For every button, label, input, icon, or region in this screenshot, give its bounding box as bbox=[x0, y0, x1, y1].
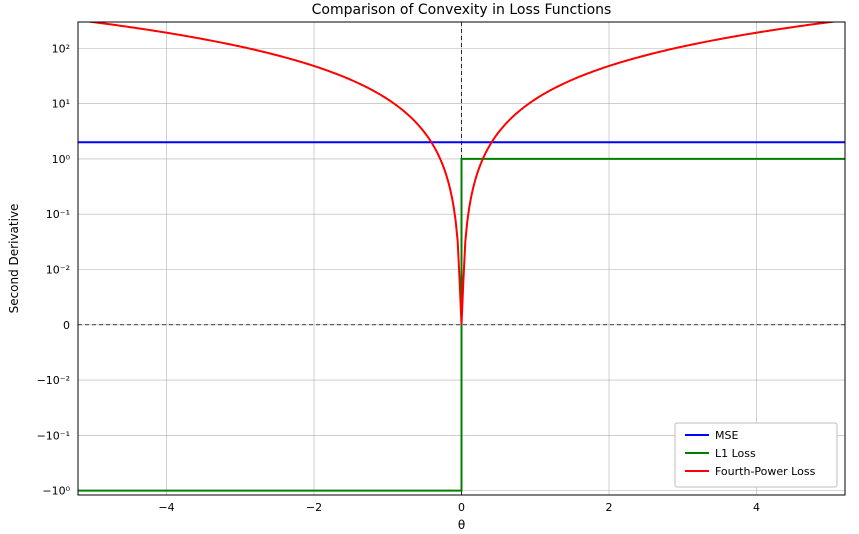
y-tick-label: −10⁻¹ bbox=[37, 429, 70, 442]
legend-label: MSE bbox=[715, 429, 738, 442]
x-tick-label: 4 bbox=[753, 501, 760, 514]
legend: MSE L1 Loss Fourth-Power Loss bbox=[675, 423, 837, 487]
x-tick-label: −2 bbox=[306, 501, 322, 514]
y-tick-label: 10¹ bbox=[52, 98, 70, 111]
convexity-chart: −4 −2 0 2 4 10⁻² 10⁻¹ 10⁰ 10¹ 10² 0 −10⁻² −10⁻¹ −10⁰ M… bbox=[0, 0, 859, 534]
x-axis-label: θ bbox=[458, 518, 465, 532]
y-tick-label: 0 bbox=[63, 319, 70, 332]
y-tick-label: 10⁰ bbox=[52, 153, 71, 166]
x-tick-label: −4 bbox=[158, 501, 174, 514]
y-tick-label: −10⁻² bbox=[37, 374, 70, 387]
y-tick-label: −10⁰ bbox=[42, 485, 70, 498]
y-tick-label: 10⁻¹ bbox=[46, 208, 70, 221]
x-tick-label: 2 bbox=[606, 501, 613, 514]
legend-label: L1 Loss bbox=[715, 447, 756, 460]
x-tick-label: 0 bbox=[458, 501, 465, 514]
y-axis-label: Second Derivative bbox=[7, 204, 21, 314]
legend-label: Fourth-Power Loss bbox=[715, 465, 816, 478]
y-tick-label: 10² bbox=[52, 42, 70, 55]
y-tick-label: 10⁻² bbox=[46, 263, 70, 276]
chart-title: Comparison of Convexity in Loss Function… bbox=[312, 2, 612, 18]
